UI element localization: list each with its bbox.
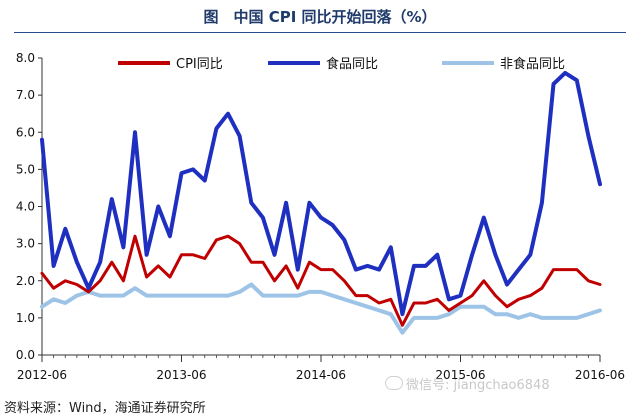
wechat-icon bbox=[385, 376, 403, 390]
source-note: 资料来源：Wind，海通证券研究所 bbox=[4, 401, 206, 416]
series-line-2 bbox=[40, 282, 602, 335]
figure-title: 图 中国 CPI 同比开始回落（%） bbox=[203, 8, 437, 26]
watermark: 微信号: jiangchao6848 bbox=[385, 374, 550, 393]
y-tick-label: 6.0 bbox=[16, 125, 35, 139]
legend-label-1: 食品同比 bbox=[326, 56, 378, 72]
y-tick-label: 3.0 bbox=[16, 237, 35, 251]
y-tick-label: 8.0 bbox=[16, 51, 35, 65]
y-tick-label: 5.0 bbox=[16, 162, 35, 176]
x-tick-label: 2014-06 bbox=[296, 368, 346, 382]
watermark-text: 微信号: jiangchao6848 bbox=[406, 378, 550, 393]
x-tick-label: 2016-06 bbox=[575, 368, 625, 382]
y-tick-label: 1.0 bbox=[16, 311, 35, 325]
series-line-1 bbox=[40, 70, 602, 317]
y-tick-label: 0.0 bbox=[16, 348, 35, 362]
x-tick-label: 2013-06 bbox=[156, 368, 206, 382]
title-divider bbox=[14, 32, 626, 33]
legend-label-0: CPI同比 bbox=[176, 57, 223, 72]
y-tick-label: 4.0 bbox=[16, 200, 35, 214]
y-tick-label: 2.0 bbox=[16, 274, 35, 288]
x-tick-label: 2015-06 bbox=[435, 368, 485, 382]
series-line-0 bbox=[40, 234, 602, 327]
x-tick-label: 2012-06 bbox=[17, 368, 67, 382]
legend-label-2: 非食品同比 bbox=[500, 56, 565, 72]
y-tick-label: 7.0 bbox=[16, 88, 35, 102]
